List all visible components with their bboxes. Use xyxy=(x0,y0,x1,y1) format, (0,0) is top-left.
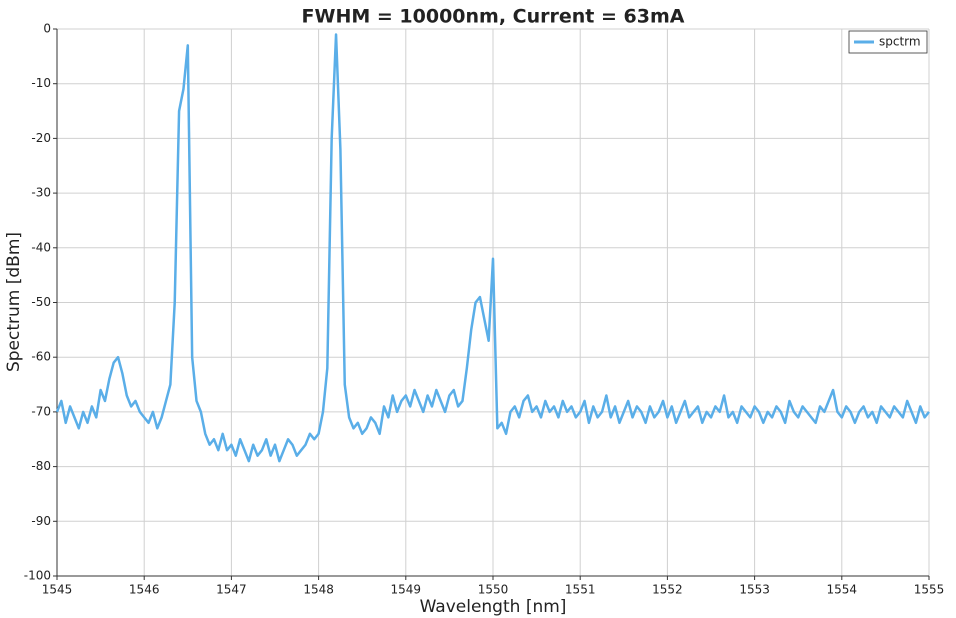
x-tick-label: 1551 xyxy=(565,583,596,597)
y-tick-label: -20 xyxy=(31,131,51,145)
y-tick-label: -10 xyxy=(31,76,51,90)
x-tick-label: 1548 xyxy=(303,583,334,597)
y-tick-label: -100 xyxy=(24,569,51,583)
legend-label: spctrm xyxy=(879,35,921,49)
y-tick-label: -30 xyxy=(31,186,51,200)
y-tick-label: 0 xyxy=(43,22,51,36)
spectrum-line xyxy=(55,33,930,463)
x-tick-label: 1550 xyxy=(478,583,509,597)
x-tick-label: 1554 xyxy=(827,583,858,597)
x-tick-label: 1547 xyxy=(216,583,247,597)
x-tick-label: 1553 xyxy=(739,583,770,597)
y-tick-label: -90 xyxy=(31,514,51,528)
x-tick-label: 1545 xyxy=(42,583,73,597)
y-tick-label: -70 xyxy=(31,404,51,418)
x-axis-label: Wavelength [nm] xyxy=(420,597,567,617)
x-tick-label: 1555 xyxy=(914,583,945,597)
y-tick-label: -40 xyxy=(31,240,51,254)
y-tick-label: -50 xyxy=(31,295,51,309)
y-tick-label: -60 xyxy=(31,350,51,364)
x-tick-label: 1546 xyxy=(129,583,160,597)
chart-title: FWHM = 10000nm, Current = 63mA xyxy=(302,6,685,28)
y-tick-label: -80 xyxy=(31,459,51,473)
y-axis-label: Spectrum [dBm] xyxy=(4,232,24,372)
legend-box xyxy=(848,30,928,54)
x-tick-label: 1549 xyxy=(391,583,422,597)
x-tick-label: 1552 xyxy=(652,583,683,597)
